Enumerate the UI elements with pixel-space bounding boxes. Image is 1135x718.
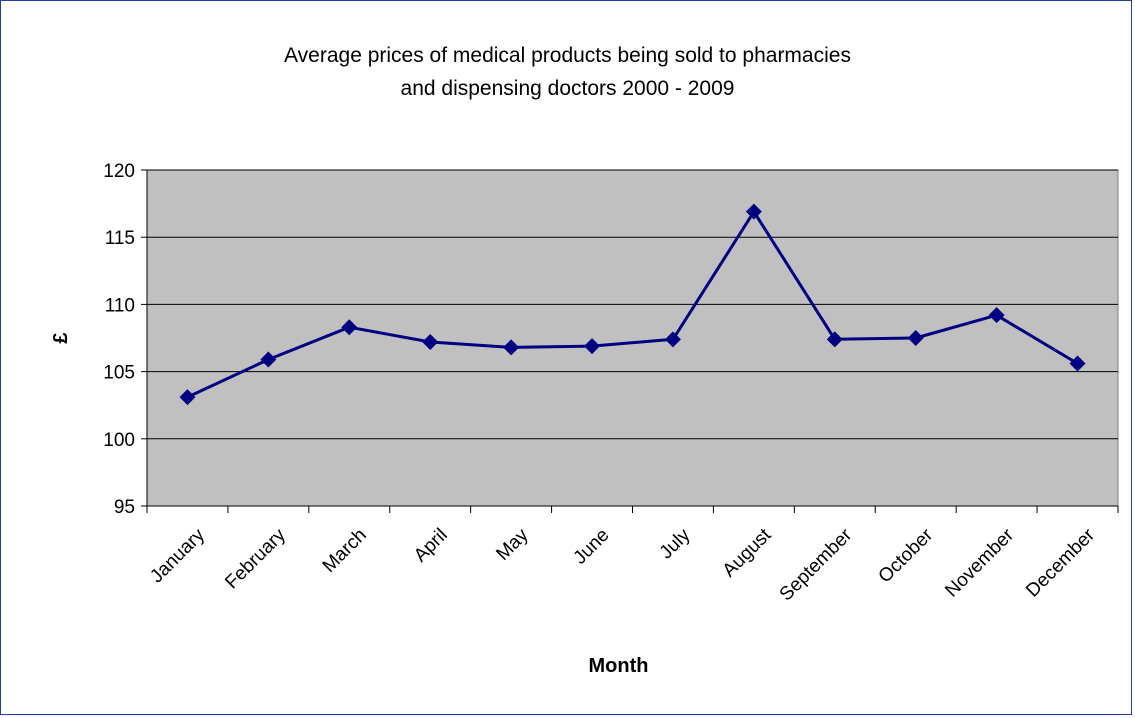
data-point-marker	[584, 338, 601, 355]
data-point-marker	[341, 319, 358, 336]
x-tick-label: March	[319, 525, 371, 577]
data-point-marker	[179, 389, 196, 406]
plot-area	[146, 169, 1119, 507]
y-tick-label: 95	[114, 497, 135, 518]
x-tick-label: September	[776, 524, 857, 605]
x-tick-label: December	[1022, 524, 1099, 601]
data-point-marker	[664, 331, 681, 348]
data-point-marker	[260, 351, 277, 368]
x-axis-ticks: January February March April May June July Augu…	[146, 506, 1119, 605]
data-point-marker	[422, 334, 439, 351]
chart-title-line-1: Average prices of medical products being…	[284, 44, 851, 67]
y-axis-label: £	[50, 332, 72, 343]
x-axis-label: Month	[589, 655, 649, 677]
x-tick-label: July	[656, 524, 695, 563]
y-tick-label: 105	[103, 363, 135, 384]
x-tick-label: August	[719, 524, 776, 581]
y-tick-label: 115	[105, 228, 135, 249]
data-point-marker	[826, 331, 843, 348]
x-tick-label: November	[941, 524, 1018, 601]
x-tick-label: June	[570, 525, 614, 569]
x-tick-label: October	[875, 524, 938, 587]
data-point-marker	[503, 339, 520, 356]
gridlines	[147, 169, 1118, 440]
x-tick-label: May	[492, 524, 533, 565]
y-axis-ticks: 95 100 105 110 115 120	[103, 161, 147, 518]
x-tick-label: April	[410, 525, 452, 567]
y-tick-label: 100	[103, 430, 135, 451]
chart-title-line-2: and dispensing doctors 2000 - 2009	[400, 77, 735, 100]
x-tick-label: February	[221, 524, 290, 593]
y-tick-label: 110	[105, 295, 135, 316]
data-point-marker	[907, 330, 924, 346]
data-point-marker	[1069, 355, 1086, 372]
series-markers	[179, 203, 1086, 406]
series-line	[186, 210, 1079, 399]
y-tick-label: 120	[103, 161, 135, 182]
data-point-marker	[988, 307, 1005, 324]
x-tick-label: January	[146, 524, 209, 587]
data-point-marker	[745, 203, 762, 220]
